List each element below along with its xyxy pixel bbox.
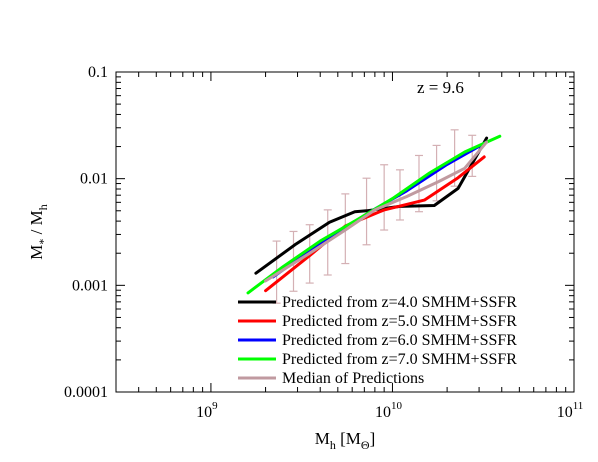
legend: Predicted from z=4.0 SMHM+SSFR Predicted … bbox=[238, 294, 517, 387]
series-line-1 bbox=[264, 155, 486, 293]
axis-ticks bbox=[115, 72, 574, 393]
y-axis-label-main: M bbox=[27, 245, 46, 260]
y-axis-label-sub1: * bbox=[36, 239, 50, 245]
series-lines bbox=[246, 134, 502, 295]
x-tick-label-exp: 9 bbox=[212, 400, 218, 412]
y-tick-label-3: 0.0001 bbox=[64, 384, 108, 401]
y-tick-label-2: 0.001 bbox=[72, 277, 108, 294]
redshift-annotation: z = 9.6 bbox=[417, 78, 464, 97]
x-axis-label-sub: h bbox=[330, 438, 336, 452]
x-tick-label-exp: 10 bbox=[391, 400, 403, 412]
legend-label-4: Median of Predictions bbox=[282, 370, 424, 387]
y-axis-label: M* / Mh bbox=[27, 204, 50, 259]
y-tick-labels: 0.1 0.01 0.001 0.0001 bbox=[64, 64, 108, 401]
series-line-4 bbox=[264, 140, 489, 283]
x-axis-label-close: ] bbox=[370, 429, 376, 448]
x-axis-label-unit: [M bbox=[336, 429, 361, 448]
x-axis-label-unit-sub: Θ bbox=[361, 438, 370, 452]
x-tick-label-1: 1010 bbox=[375, 400, 403, 421]
x-tick-label-0: 109 bbox=[196, 400, 218, 421]
x-axis-label-main: M bbox=[315, 429, 330, 448]
x-tick-label-base: 10 bbox=[375, 404, 391, 421]
x-tick-labels: 109 1010 1011 bbox=[196, 400, 583, 421]
x-tick-label-base: 10 bbox=[557, 404, 573, 421]
series-line-0 bbox=[254, 136, 489, 275]
x-axis-label: Mh [MΘ] bbox=[315, 429, 376, 452]
y-tick-label-1: 0.01 bbox=[80, 171, 108, 188]
plot-frame bbox=[115, 71, 575, 393]
y-axis-label-sub2: h bbox=[36, 204, 50, 210]
legend-label-2: Predicted from z=6.0 SMHM+SSFR bbox=[282, 332, 517, 349]
x-tick-label-base: 10 bbox=[196, 404, 212, 421]
x-tick-label-exp: 11 bbox=[573, 400, 584, 412]
legend-label-3: Predicted from z=7.0 SMHM+SSFR bbox=[282, 351, 517, 368]
legend-label-0: Predicted from z=4.0 SMHM+SSFR bbox=[282, 294, 517, 311]
y-tick-label-0: 0.1 bbox=[88, 64, 108, 81]
x-tick-label-2: 1011 bbox=[557, 400, 584, 421]
y-axis-label-mid: / M bbox=[27, 210, 46, 238]
legend-label-1: Predicted from z=5.0 SMHM+SSFR bbox=[282, 313, 517, 330]
